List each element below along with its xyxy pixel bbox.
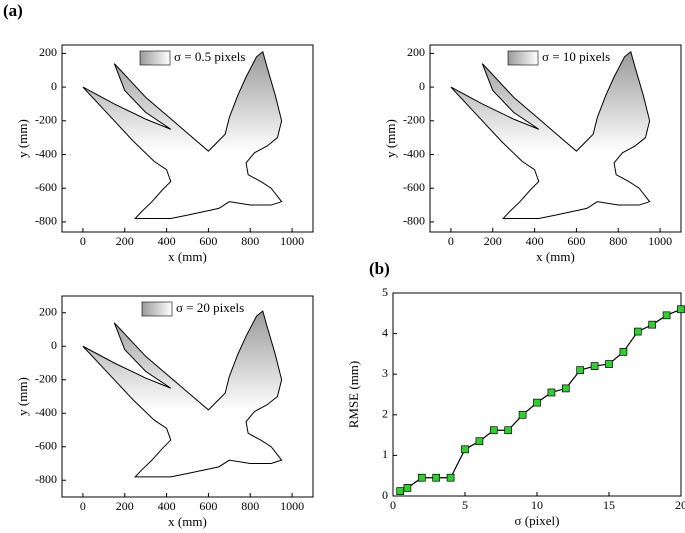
plot-frame: [61, 295, 314, 498]
x-tick-label: 400: [158, 499, 176, 513]
plot-frame: [429, 44, 682, 233]
x-tick-label: 0: [390, 498, 396, 512]
y-tick-label: 3: [382, 366, 388, 380]
marker: [619, 348, 628, 356]
y-tick-label: 200: [39, 45, 57, 59]
y-tick-label: -400: [35, 405, 57, 419]
marker: [605, 360, 613, 368]
y-tick-label: -200: [403, 113, 425, 127]
y-tick-label: -600: [35, 439, 57, 453]
legend-label: σ = 20 pixels: [176, 300, 244, 315]
y-tick-label: 200: [407, 45, 425, 59]
x-tick-label: 20: [675, 498, 685, 512]
x-axis-label: x (mm): [536, 249, 575, 264]
x-tick-label: 600: [567, 234, 585, 248]
marker: [432, 473, 441, 482]
y-axis-label: RMSE (mm): [346, 361, 361, 429]
marker: [461, 445, 469, 454]
x-tick-label: 10: [531, 498, 543, 512]
marker: [403, 484, 412, 492]
marker: [590, 362, 599, 370]
x-tick-label: 200: [484, 234, 502, 248]
x-tick-label: 0: [448, 234, 454, 248]
x-tick-label: 5: [462, 498, 468, 512]
outline: [82, 50, 283, 220]
x-tick-label: 400: [526, 234, 544, 248]
y-tick-label: 5: [382, 285, 388, 299]
marker: [417, 473, 426, 482]
marker: [518, 410, 527, 419]
marker: [633, 327, 642, 336]
y-tick-label: -800: [35, 472, 57, 486]
y-tick-label: 2: [382, 407, 388, 421]
x-tick-label: 600: [199, 234, 217, 248]
panel-label: (b): [369, 259, 390, 278]
y-tick-label: 0: [419, 79, 425, 93]
x-tick-label: 15: [603, 498, 615, 512]
y-tick-label: -200: [35, 372, 57, 386]
y-axis-label: y (mm): [15, 119, 30, 158]
legend-label: σ = 0.5 pixels: [174, 49, 245, 64]
marker: [533, 398, 541, 407]
y-tick-label: -200: [35, 113, 57, 127]
marker: [662, 311, 671, 320]
plot-frame: [392, 292, 682, 497]
marker: [561, 384, 570, 393]
marker: [489, 426, 498, 435]
y-axis-label: y (mm): [383, 119, 398, 158]
x-tick-label: 0: [80, 234, 86, 248]
legend-swatch: [141, 301, 173, 317]
x-tick-label: 200: [116, 499, 134, 513]
x-axis-label: σ (pixel): [515, 513, 560, 528]
y-tick-label: 1: [382, 447, 388, 461]
panel-label: (a): [3, 1, 23, 20]
marker: [396, 487, 405, 495]
marker: [475, 437, 484, 446]
legend-label: σ = 10 pixels: [542, 49, 610, 64]
marker: [547, 388, 556, 397]
plot-frame: [61, 44, 314, 233]
marker: [677, 305, 685, 314]
marker: [504, 426, 513, 435]
y-tick-label: 200: [39, 305, 57, 319]
legend-swatch: [139, 50, 171, 66]
x-tick-label: 600: [199, 499, 217, 513]
x-axis-label: x (mm): [168, 249, 207, 264]
y-tick-label: -600: [403, 180, 425, 194]
x-tick-label: 0: [80, 499, 86, 513]
x-tick-label: 800: [241, 234, 259, 248]
y-axis-label: y (mm): [15, 377, 30, 416]
x-tick-label: 1000: [280, 499, 304, 513]
outline: [450, 50, 651, 220]
y-tick-label: 0: [51, 79, 57, 93]
y-tick-label: -800: [35, 214, 57, 228]
y-tick-label: 4: [382, 325, 388, 339]
marker: [576, 366, 585, 374]
y-tick-label: -600: [35, 180, 57, 194]
y-tick-label: 0: [51, 338, 57, 352]
x-tick-label: 400: [158, 234, 176, 248]
y-tick-label: -800: [403, 214, 425, 228]
y-tick-label: -400: [403, 146, 425, 160]
y-tick-label: 0: [382, 488, 388, 502]
x-tick-label: 800: [609, 234, 627, 248]
outline: [82, 310, 283, 478]
x-tick-label: 200: [116, 234, 134, 248]
x-tick-label: 1000: [648, 234, 672, 248]
x-tick-label: 800: [241, 499, 259, 513]
x-axis-label: x (mm): [168, 514, 207, 529]
marker: [648, 320, 657, 329]
legend-swatch: [507, 50, 539, 66]
x-tick-label: 1000: [280, 234, 304, 248]
marker: [446, 473, 455, 482]
y-tick-label: -400: [35, 146, 57, 160]
